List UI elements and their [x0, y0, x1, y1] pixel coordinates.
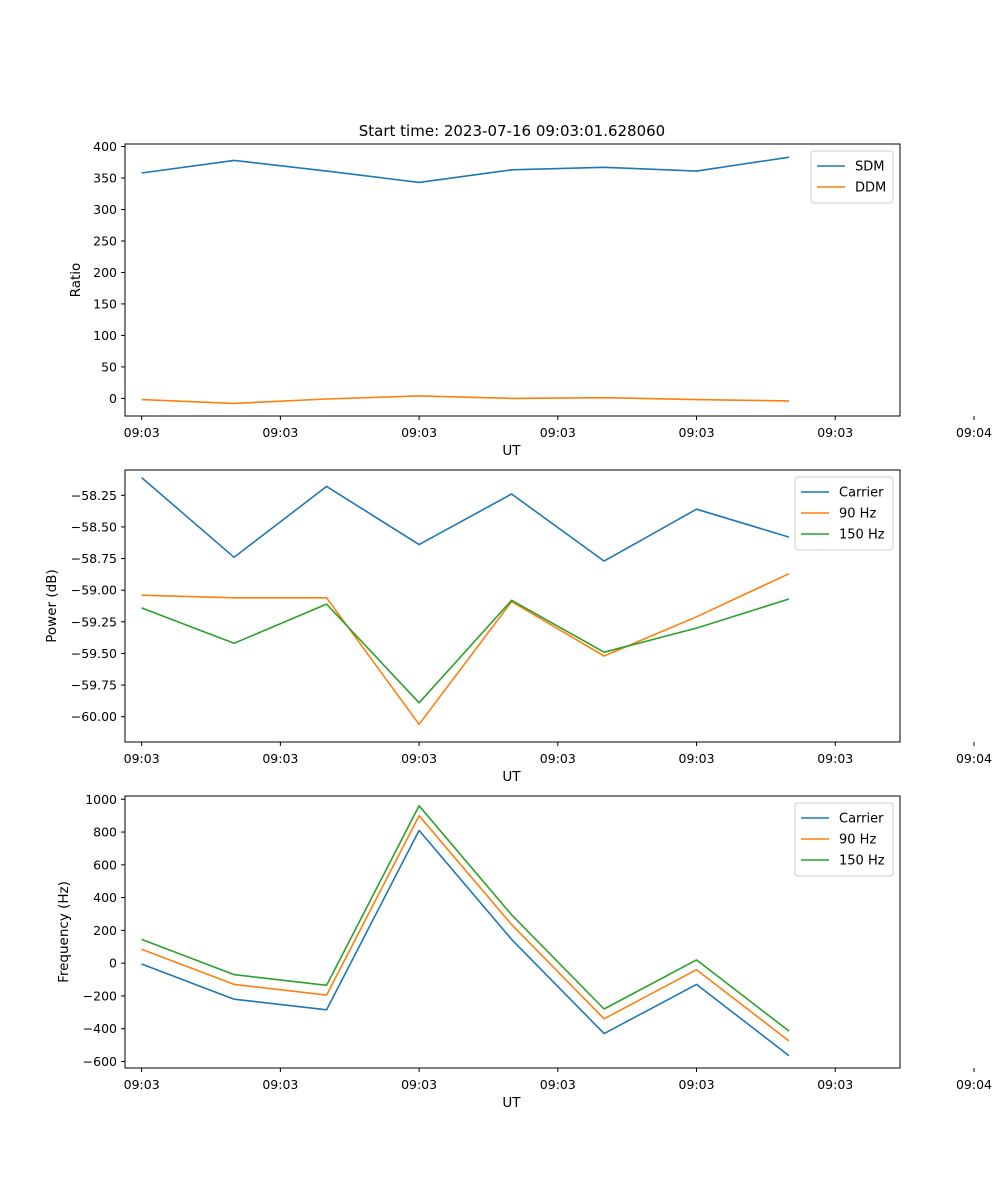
y-tick-label: 100	[93, 328, 117, 343]
x-tick-label: 09:03	[817, 751, 853, 766]
axes-frame	[124, 795, 901, 1069]
x-tick-label: 09:03	[679, 1077, 715, 1092]
y-axis-label: Ratio	[68, 263, 84, 298]
x-tick-label: 09:03	[679, 425, 715, 440]
x-tick-label: 09:03	[817, 1077, 853, 1092]
y-axis-label: Frequency (Hz)	[56, 881, 72, 983]
legend-box	[810, 150, 894, 204]
legend-label: Carrier	[839, 486, 884, 501]
x-tick-label: 09:03	[817, 425, 853, 440]
series-line-90-hz	[141, 572, 790, 726]
y-tick-label: −59.00	[71, 583, 117, 598]
y-tick-label: −58.50	[71, 519, 117, 534]
legend: SDM DDM	[810, 150, 894, 204]
x-tick-label: 09:03	[540, 425, 576, 440]
x-tick-label: 09:03	[124, 1077, 160, 1092]
y-tick-label: 350	[93, 171, 117, 186]
x-tick-label: 09:03	[679, 751, 715, 766]
figure-title: Start time: 2023-07-16 09:03:01.628060	[359, 122, 665, 140]
series-line-150-hz	[141, 804, 790, 1032]
y-tick-label: −60.00	[71, 709, 117, 724]
series-line-carrier	[141, 829, 790, 1057]
x-tick-label: 09:03	[124, 751, 160, 766]
y-tick-label: 50	[101, 359, 117, 374]
x-tick-label: 09:03	[401, 751, 437, 766]
y-tick-label: −58.25	[71, 488, 117, 503]
x-tick-label: 09:03	[540, 751, 576, 766]
x-tick-label: 09:03	[401, 1077, 437, 1092]
legend-label: Carrier	[839, 812, 884, 827]
y-tick-label: 200	[93, 923, 117, 938]
x-tick-label: 09:04	[956, 751, 992, 766]
legend-box	[794, 802, 894, 877]
y-tick-label: 150	[93, 296, 117, 311]
axes-frame	[124, 143, 901, 417]
y-tick-label: −600	[83, 1054, 117, 1069]
x-tick-label: 09:03	[124, 425, 160, 440]
y-tick-label: −58.75	[71, 551, 117, 566]
y-tick-label: 300	[93, 202, 117, 217]
x-tick-label: 09:04	[956, 1077, 992, 1092]
y-axis-label: Power (dB)	[44, 569, 60, 642]
legend: Carrier 90 Hz 150 Hz	[794, 802, 894, 877]
legend-label: 90 Hz	[839, 833, 876, 848]
y-tick-label: −59.25	[71, 614, 117, 629]
series-line-carrier	[141, 476, 790, 562]
x-axis-label: UT	[502, 1095, 521, 1111]
y-tick-label: 800	[93, 825, 117, 840]
y-tick-label: 0	[109, 391, 117, 406]
legend-box	[794, 476, 894, 551]
axes-frame	[124, 469, 901, 743]
y-tick-label: 400	[93, 139, 117, 154]
x-axis-label: UT	[502, 443, 521, 459]
legend: Carrier 90 Hz 150 Hz	[794, 476, 894, 551]
legend-label: 150 Hz	[839, 528, 885, 543]
chart-panel-3: 09:03 09:03 09:03 09:03 09:03 09:03 09:04 −600 −…	[56, 792, 992, 1111]
legend-label: 90 Hz	[839, 507, 876, 522]
chart-panel-2: 09:03 09:03 09:03 09:03 09:03 09:03 09:04 −58.2…	[44, 469, 992, 785]
y-tick-label: 200	[93, 265, 117, 280]
x-tick-label: 09:03	[540, 1077, 576, 1092]
y-tick-label: −59.75	[71, 678, 117, 693]
y-tick-label: −200	[83, 988, 117, 1003]
x-tick-label: 09:03	[262, 751, 298, 766]
y-tick-label: 1000	[85, 792, 117, 807]
legend-label: DDM	[855, 181, 886, 196]
y-tick-label: −59.50	[71, 646, 117, 661]
x-tick-label: 09:03	[262, 1077, 298, 1092]
y-tick-label: 0	[109, 956, 117, 971]
x-tick-label: 09:04	[956, 425, 992, 440]
legend-label: SDM	[855, 160, 884, 175]
series-line-90-hz	[141, 814, 790, 1042]
series-line-ddm	[141, 395, 790, 405]
series-line-sdm	[141, 156, 790, 184]
legend-label: 150 Hz	[839, 854, 885, 869]
x-tick-label: 09:03	[401, 425, 437, 440]
x-tick-label: 09:03	[262, 425, 298, 440]
x-axis-label: UT	[502, 769, 521, 785]
y-tick-label: 600	[93, 857, 117, 872]
y-tick-label: −400	[83, 1021, 117, 1036]
series-line-150-hz	[141, 598, 790, 704]
y-tick-label: 250	[93, 233, 117, 248]
y-tick-label: 400	[93, 890, 117, 905]
chart-panel-1: 09:03 09:03 09:03 09:03 09:03 09:03 09:04 0 50 10…	[68, 139, 992, 459]
